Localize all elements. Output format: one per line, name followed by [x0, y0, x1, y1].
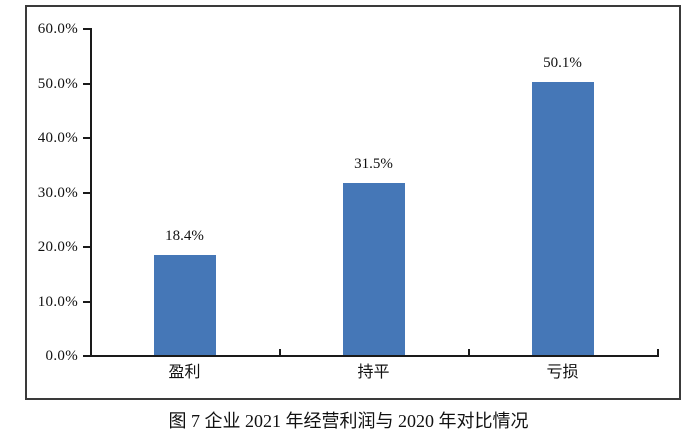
- bar-value-label: 18.4%: [165, 227, 204, 244]
- x-tick: [279, 349, 281, 355]
- y-tick: [83, 300, 90, 303]
- y-axis: [90, 28, 92, 357]
- bar: [342, 183, 405, 355]
- figure-caption: 图 7 企业 2021 年经营利润与 2020 年对比情况: [168, 411, 529, 431]
- x-category-label: 亏损: [546, 364, 579, 381]
- x-category-label: 盈利: [168, 364, 201, 381]
- y-tick-label: 0.0%: [45, 348, 78, 364]
- y-tick-label: 30.0%: [37, 184, 78, 201]
- y-tick: [83, 82, 90, 85]
- bar-value-label: 50.1%: [543, 54, 582, 71]
- y-tick: [83, 246, 90, 248]
- y-tick-label: 10.0%: [37, 293, 78, 310]
- y-tick-label: 20.0%: [37, 239, 78, 255]
- x-tick: [657, 349, 659, 355]
- x-axis: [90, 355, 659, 357]
- bar-value-label: 31.5%: [354, 156, 393, 173]
- x-category-label: 持平: [357, 364, 390, 381]
- bar: [153, 254, 216, 355]
- x-tick: [468, 349, 470, 355]
- y-tick-label: 40.0%: [37, 130, 78, 146]
- bar: [531, 81, 594, 355]
- y-tick-label: 50.0%: [37, 75, 78, 92]
- y-tick: [83, 137, 90, 139]
- y-tick-label: 60.0%: [37, 21, 78, 37]
- y-tick: [83, 355, 90, 357]
- y-tick: [83, 191, 90, 194]
- y-tick: [83, 28, 90, 30]
